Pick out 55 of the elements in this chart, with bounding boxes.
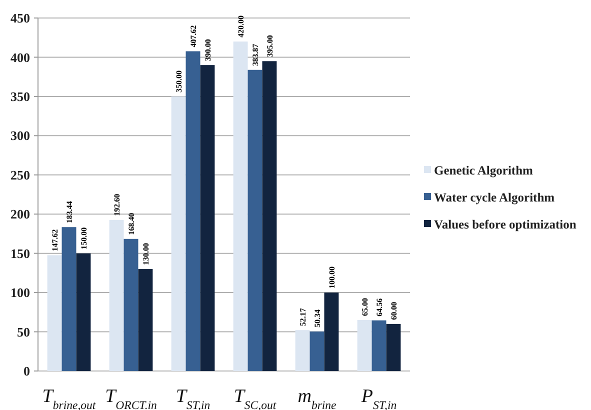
data-label: 383.87	[251, 44, 260, 66]
bar	[372, 320, 386, 371]
bar	[262, 61, 277, 371]
y-tick-label: 0	[24, 364, 30, 379]
bar	[200, 65, 215, 371]
bar	[295, 330, 310, 371]
data-label: 147.62	[50, 229, 60, 252]
bar	[324, 292, 339, 371]
data-label: 52.17	[298, 308, 308, 326]
bar	[357, 320, 372, 371]
bar	[47, 255, 62, 371]
y-tick-label: 50	[17, 324, 30, 340]
x-tick-label: T$_{ORCT.in}$	[105, 386, 158, 410]
data-label: 420.00	[236, 16, 246, 38]
x-tick-label: T$_{brine,out}$	[42, 386, 96, 410]
data-label: 130.00	[141, 243, 150, 266]
data-label: 350.00	[174, 70, 184, 92]
data-label: 390.00	[203, 39, 212, 62]
data-label: 407.62	[189, 25, 198, 48]
x-tick-label: P$_{ST,in}$	[360, 386, 397, 410]
data-label: 60.00	[389, 302, 398, 320]
bar	[62, 227, 76, 371]
bar	[171, 96, 186, 371]
x-tick-label: m$_{brine}$	[298, 386, 336, 410]
y-tick-label: 100	[10, 285, 30, 300]
bar	[310, 332, 324, 371]
data-label: 192.60	[112, 194, 122, 216]
data-label: 395.00	[265, 35, 274, 58]
x-tick-label: T$_{SC,out}$	[234, 386, 277, 410]
bar	[109, 220, 124, 371]
legend-label: Genetic Algorithm	[434, 163, 534, 178]
data-label: 183.44	[65, 201, 74, 224]
data-label: 64.56	[375, 298, 384, 316]
x-tick-label: T$_{ST,in}$	[176, 386, 210, 410]
bar	[124, 238, 138, 371]
bar	[386, 324, 401, 371]
data-label: 168.40	[127, 212, 136, 235]
bar	[138, 269, 153, 371]
data-label: 50.34	[313, 310, 322, 328]
legend-label: Values before optimization	[434, 217, 576, 232]
y-tick-label: 350	[10, 88, 30, 104]
y-tick-label: 450	[10, 10, 30, 26]
y-tick-label: 200	[10, 206, 30, 222]
y-tick-label: 250	[10, 167, 30, 182]
bar	[76, 253, 91, 371]
y-tick-label: 400	[10, 50, 30, 65]
y-tick-label: 150	[10, 246, 30, 261]
bar	[248, 70, 262, 371]
bar	[233, 42, 248, 371]
legend-label: Water cycle Algorithm	[434, 190, 556, 204]
y-tick-label: 300	[10, 128, 30, 144]
data-label: 150.00	[79, 227, 88, 250]
bar	[186, 51, 200, 371]
data-label: 100.00	[327, 266, 336, 289]
data-label: 65.00	[360, 298, 370, 316]
